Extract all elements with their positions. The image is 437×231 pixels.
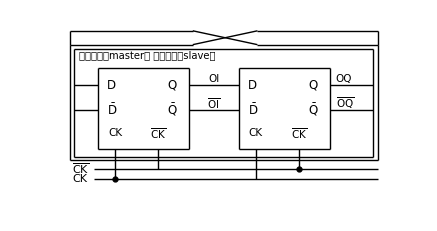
Text: CK: CK: [73, 174, 88, 184]
Text: $\bar{\rm Q}$: $\bar{\rm Q}$: [166, 102, 177, 118]
Text: $\overline{\rm CK}$: $\overline{\rm CK}$: [150, 126, 166, 141]
Text: $\overline{\rm OQ}$: $\overline{\rm OQ}$: [336, 95, 354, 111]
Text: CK: CK: [249, 128, 263, 138]
Text: Q: Q: [167, 79, 177, 92]
Text: OQ: OQ: [336, 73, 352, 84]
Text: D: D: [248, 79, 257, 92]
Text: OI: OI: [208, 73, 219, 84]
Text: $\overline{\rm OI}$: $\overline{\rm OI}$: [207, 96, 221, 111]
Text: $\overline{\rm CK}$: $\overline{\rm CK}$: [72, 161, 89, 176]
Text: CK: CK: [108, 128, 122, 138]
Text: D: D: [108, 79, 117, 92]
Text: $\overline{\rm CK}$: $\overline{\rm CK}$: [291, 126, 307, 141]
Text: $\bar{\rm D}$: $\bar{\rm D}$: [107, 102, 117, 118]
Text: 主锁存器（master） 从锁存器（slave）: 主锁存器（master） 从锁存器（slave）: [79, 50, 215, 61]
Text: $\bar{\rm Q}$: $\bar{\rm Q}$: [308, 102, 318, 118]
Text: $\bar{\rm D}$: $\bar{\rm D}$: [248, 102, 258, 118]
Text: Q: Q: [308, 79, 318, 92]
